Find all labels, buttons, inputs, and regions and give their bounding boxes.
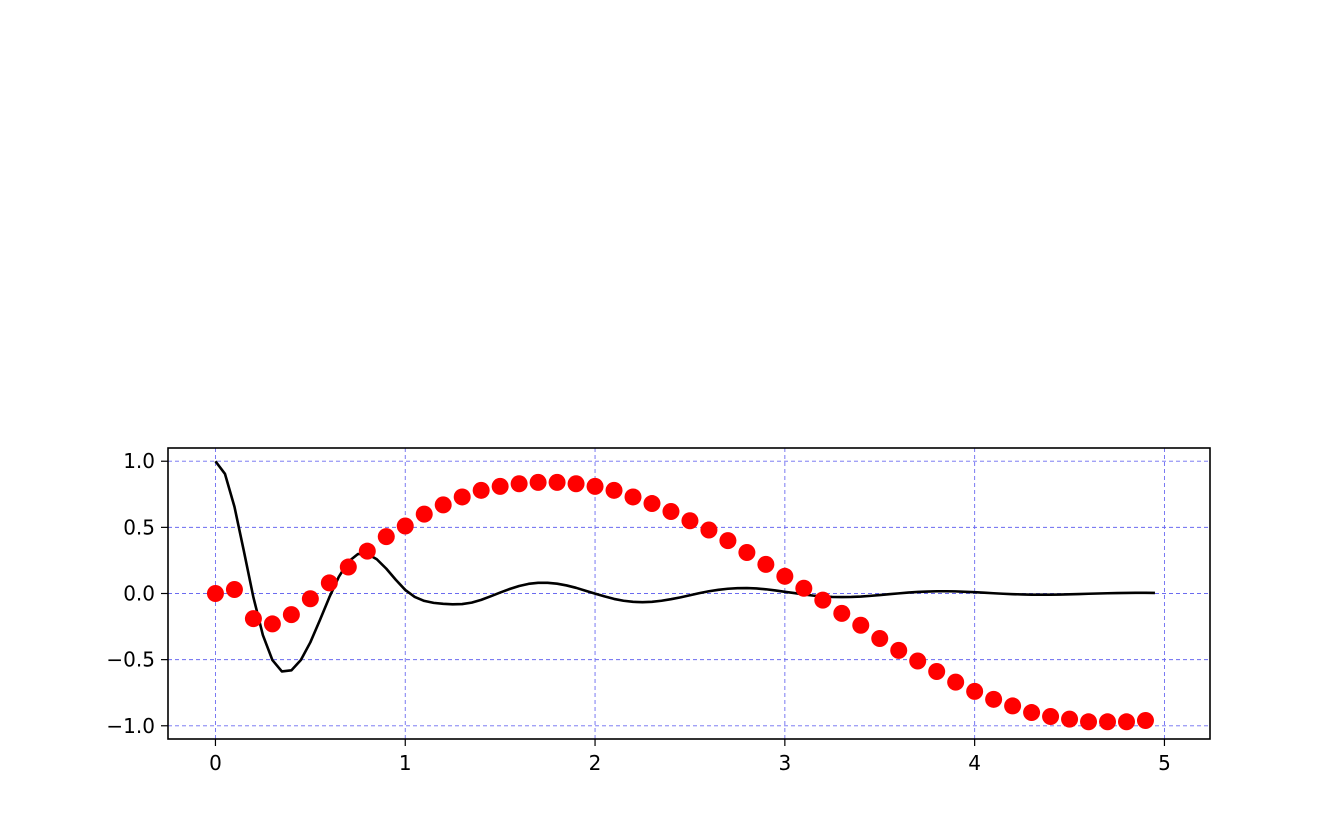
scatter-point xyxy=(662,502,680,520)
plot-area: 0 1 2 3 4 5 1.0 0.5 0.0 −0.5 −1.0 xyxy=(106,447,1211,775)
x-tick-label: 0 xyxy=(209,751,222,775)
scatter-point xyxy=(510,475,528,493)
x-tick-label: 1 xyxy=(399,751,412,775)
scatter-point xyxy=(947,673,965,691)
scatter-point xyxy=(320,574,338,592)
y-tick-label: 0.0 xyxy=(123,582,155,606)
scatter-point xyxy=(567,475,585,493)
scatter-point xyxy=(928,663,946,681)
scatter-point xyxy=(681,512,699,530)
scatter-point xyxy=(1004,697,1022,715)
scatter-point xyxy=(643,495,661,513)
scatter-point xyxy=(700,521,718,539)
scatter-point xyxy=(1117,713,1135,731)
scatter-point xyxy=(548,473,566,491)
scatter-point xyxy=(415,505,433,523)
x-tick-label: 3 xyxy=(778,751,791,775)
x-axis: 0 1 2 3 4 5 xyxy=(209,739,1171,775)
scatter-point xyxy=(795,579,813,597)
scatter-point xyxy=(833,604,851,622)
scatter-point xyxy=(738,544,756,561)
scatter-point xyxy=(852,616,870,634)
scatter-point xyxy=(1080,713,1098,731)
scatter-point xyxy=(890,641,908,659)
x-tick-label: 5 xyxy=(1158,751,1171,775)
y-axis: 1.0 0.5 0.0 −0.5 −1.0 xyxy=(106,449,168,738)
scatter-point xyxy=(1042,708,1060,726)
scatter-point xyxy=(966,682,984,700)
scatter-point xyxy=(624,488,642,506)
scatter-point xyxy=(1061,710,1079,728)
scatter-point xyxy=(605,481,623,499)
scatter-point xyxy=(776,567,794,585)
scatter-point xyxy=(814,591,832,609)
scatter-point xyxy=(377,528,395,546)
scatter-point xyxy=(491,477,509,495)
scatter-point xyxy=(282,606,300,624)
scatter-point xyxy=(358,542,376,560)
x-tick-label: 4 xyxy=(968,751,981,775)
scatter-point xyxy=(909,652,927,670)
scatter-point xyxy=(206,585,224,602)
scatter-point xyxy=(434,496,452,514)
y-tick-label: −0.5 xyxy=(106,648,155,672)
scatter-point xyxy=(871,629,889,647)
scatter-point xyxy=(757,555,775,573)
scatter-point xyxy=(1099,713,1117,731)
series-layer xyxy=(206,460,1155,731)
scatter-point xyxy=(719,532,737,550)
scatter-point xyxy=(985,690,1003,708)
y-tick-label: 1.0 xyxy=(123,449,155,473)
x-tick-label: 2 xyxy=(589,751,602,775)
scatter-point xyxy=(1136,711,1154,729)
scatter-point xyxy=(244,610,262,628)
scatter-point xyxy=(529,473,547,491)
scatter-point xyxy=(263,615,281,633)
y-tick-label: 0.5 xyxy=(123,515,155,539)
scatter-point xyxy=(453,488,471,506)
scatter-point xyxy=(339,558,357,576)
scatter-point xyxy=(225,581,243,599)
scatter-point xyxy=(301,590,319,608)
scatter-point xyxy=(586,477,604,495)
y-tick-label: −1.0 xyxy=(106,714,155,738)
scatter-point xyxy=(472,481,490,499)
scatter-point xyxy=(1023,704,1041,722)
scatter-point xyxy=(396,517,414,535)
